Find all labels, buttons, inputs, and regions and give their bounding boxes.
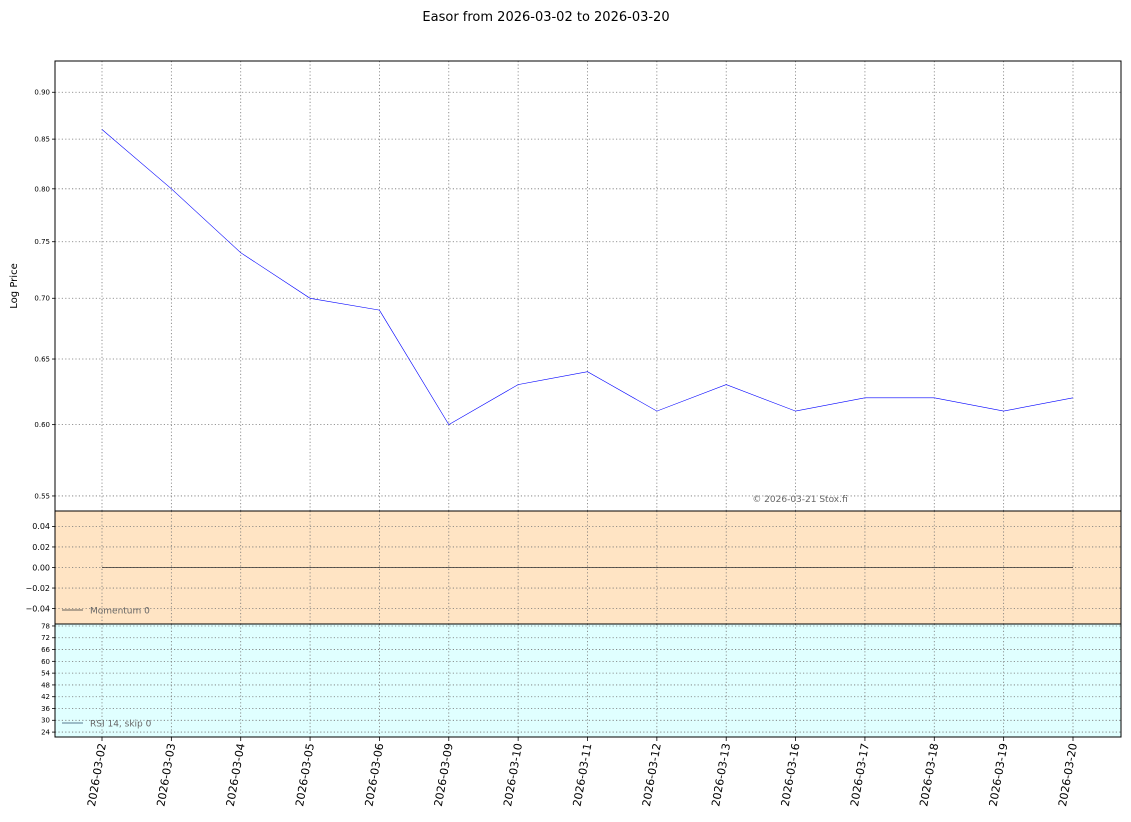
legend-label-momentum: Momentum 0: [90, 607, 150, 617]
y-tick-label: 72: [41, 634, 50, 642]
plot-background-price: [55, 61, 1121, 511]
y-tick-label: 30: [41, 717, 50, 725]
y-tick-label: 0.04: [32, 522, 50, 531]
y-tick-label: 60: [41, 658, 50, 666]
x-tick-label: 2026-03-10: [501, 742, 525, 807]
y-tick-label: 42: [41, 693, 50, 701]
x-tick-label: 2026-03-13: [709, 742, 733, 807]
x-tick-label: 2026-03-04: [224, 742, 248, 807]
x-tick-label: 2026-03-02: [85, 742, 109, 807]
x-axis-ticks: 2026-03-02 2026-03-03 2026-03-04 2026-03-05…: [85, 737, 1080, 807]
y-tick-label: 36: [41, 705, 50, 713]
rsi-panel: 78 72 66 60 54 48 42 36 30 24 RSI 14, skip 0: [41, 622, 1122, 738]
y-tick-label: 0.60: [34, 421, 50, 429]
x-tick-label: 2026-03-12: [640, 742, 664, 807]
y-tick-label: 0.55: [34, 492, 50, 500]
y-tick-label: 0.02: [32, 543, 50, 552]
y-tick-label: 0.00: [32, 563, 50, 572]
chart-title: Easor from 2026-03-02 to 2026-03-20: [422, 10, 669, 25]
y-tick-label: −0.02: [25, 584, 50, 593]
x-tick-label: 2026-03-19: [987, 742, 1011, 807]
x-tick-label: 2026-03-11: [571, 742, 595, 807]
y-tick-label: −0.04: [25, 604, 50, 613]
y-tick-label: 48: [41, 681, 50, 689]
x-tick-label: 2026-03-16: [779, 742, 803, 807]
y-tick-label: 0.70: [34, 295, 50, 303]
x-tick-label: 2026-03-09: [432, 742, 456, 807]
x-tick-label: 2026-03-05: [293, 742, 317, 807]
y-tick-label: 0.65: [34, 355, 50, 363]
y-tick-label: 0.75: [34, 238, 50, 246]
plot-background-rsi: [55, 624, 1121, 737]
x-tick-label: 2026-03-18: [917, 742, 941, 807]
x-tick-label: 2026-03-06: [362, 742, 386, 807]
price-panel: 0.55 0.60 0.65 0.70 0.75 0.80 0.85 0.90 © 2026-0…: [34, 60, 1122, 512]
y-tick-label: 0.80: [34, 185, 50, 193]
series-line-price: [101, 129, 1074, 426]
legend-label-rsi: RSI 14, skip 0: [90, 720, 152, 730]
y-tick-label: 24: [41, 729, 50, 737]
y-tick-label: 0.90: [34, 89, 50, 97]
x-tick-label: 2026-03-03: [154, 742, 178, 807]
y-tick-label: 0.85: [34, 136, 50, 144]
plot-frame-rsi: [54, 623, 1122, 738]
y-tick-label: 66: [41, 646, 50, 654]
y-tick-label: 78: [41, 622, 50, 630]
y-tick-label: 54: [41, 670, 50, 678]
price-y-axis-label: Log Price: [9, 263, 20, 308]
copyright-annotation: © 2026-03-21 Stox.fi: [752, 495, 847, 505]
x-tick-label: 2026-03-17: [848, 742, 872, 807]
momentum-panel: 0.04 0.02 0.00 −0.02 −0.04 Momentum 0: [25, 510, 1122, 625]
x-tick-label: 2026-03-20: [1056, 742, 1080, 807]
